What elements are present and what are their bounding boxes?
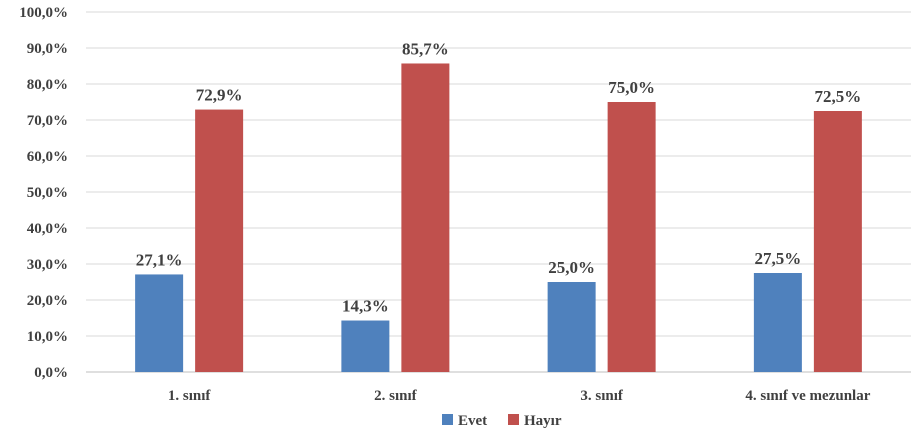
bar-hay-r <box>607 102 656 372</box>
data-label: 72,5% <box>815 87 862 106</box>
data-label: 27,5% <box>755 249 802 268</box>
bar-evet <box>135 274 184 372</box>
legend: Evet Hayır <box>442 413 562 429</box>
bar-evet <box>547 282 596 372</box>
bar-evet <box>341 320 390 372</box>
y-axis-ticks: 0,0% 10,0% 20,0% 30,0% 40,0% 50,0% 60,0% 70,0% 8… <box>19 5 68 381</box>
bar-evet <box>753 273 802 372</box>
data-label: 75,0% <box>608 78 655 97</box>
legend-label: Evet <box>458 413 487 429</box>
y-tick-label: 80,0% <box>27 77 68 93</box>
y-tick-label: 60,0% <box>27 149 68 165</box>
y-tick-label: 100,0% <box>19 5 68 21</box>
category-label: 1. sınıf <box>168 388 212 404</box>
y-tick-label: 30,0% <box>27 257 68 273</box>
data-label: 25,0% <box>548 258 595 277</box>
y-tick-label: 0,0% <box>34 365 68 381</box>
x-axis-categories: 1. sınıf 2. sınıf 3. sınıf 4. sınıf ve mezu… <box>168 388 871 404</box>
y-tick-label: 20,0% <box>27 293 68 309</box>
data-label: 72,9% <box>196 86 243 105</box>
y-tick-label: 50,0% <box>27 185 68 201</box>
category-label: 2. sınıf <box>374 388 418 404</box>
legend-swatch <box>442 414 453 425</box>
bars <box>135 63 862 372</box>
category-label: 4. sınıf ve mezunlar <box>745 388 870 404</box>
bar-hay-r <box>195 109 244 372</box>
legend-label: Hayır <box>524 413 562 429</box>
y-tick-label: 70,0% <box>27 113 68 129</box>
data-label: 14,3% <box>342 297 389 316</box>
data-labels: 27,1% 72,9% 14,3% 85,7% 25,0% 75,0% 27,5% 72,5% <box>136 39 862 315</box>
bar-hay-r <box>813 111 862 372</box>
category-label: 3. sınıf <box>580 388 624 404</box>
bar-hay-r <box>401 63 450 372</box>
y-tick-label: 10,0% <box>27 329 68 345</box>
y-tick-label: 40,0% <box>27 221 68 237</box>
legend-swatch <box>508 414 519 425</box>
data-label: 85,7% <box>402 39 449 58</box>
y-tick-label: 90,0% <box>27 41 68 57</box>
data-label: 27,1% <box>136 250 183 269</box>
